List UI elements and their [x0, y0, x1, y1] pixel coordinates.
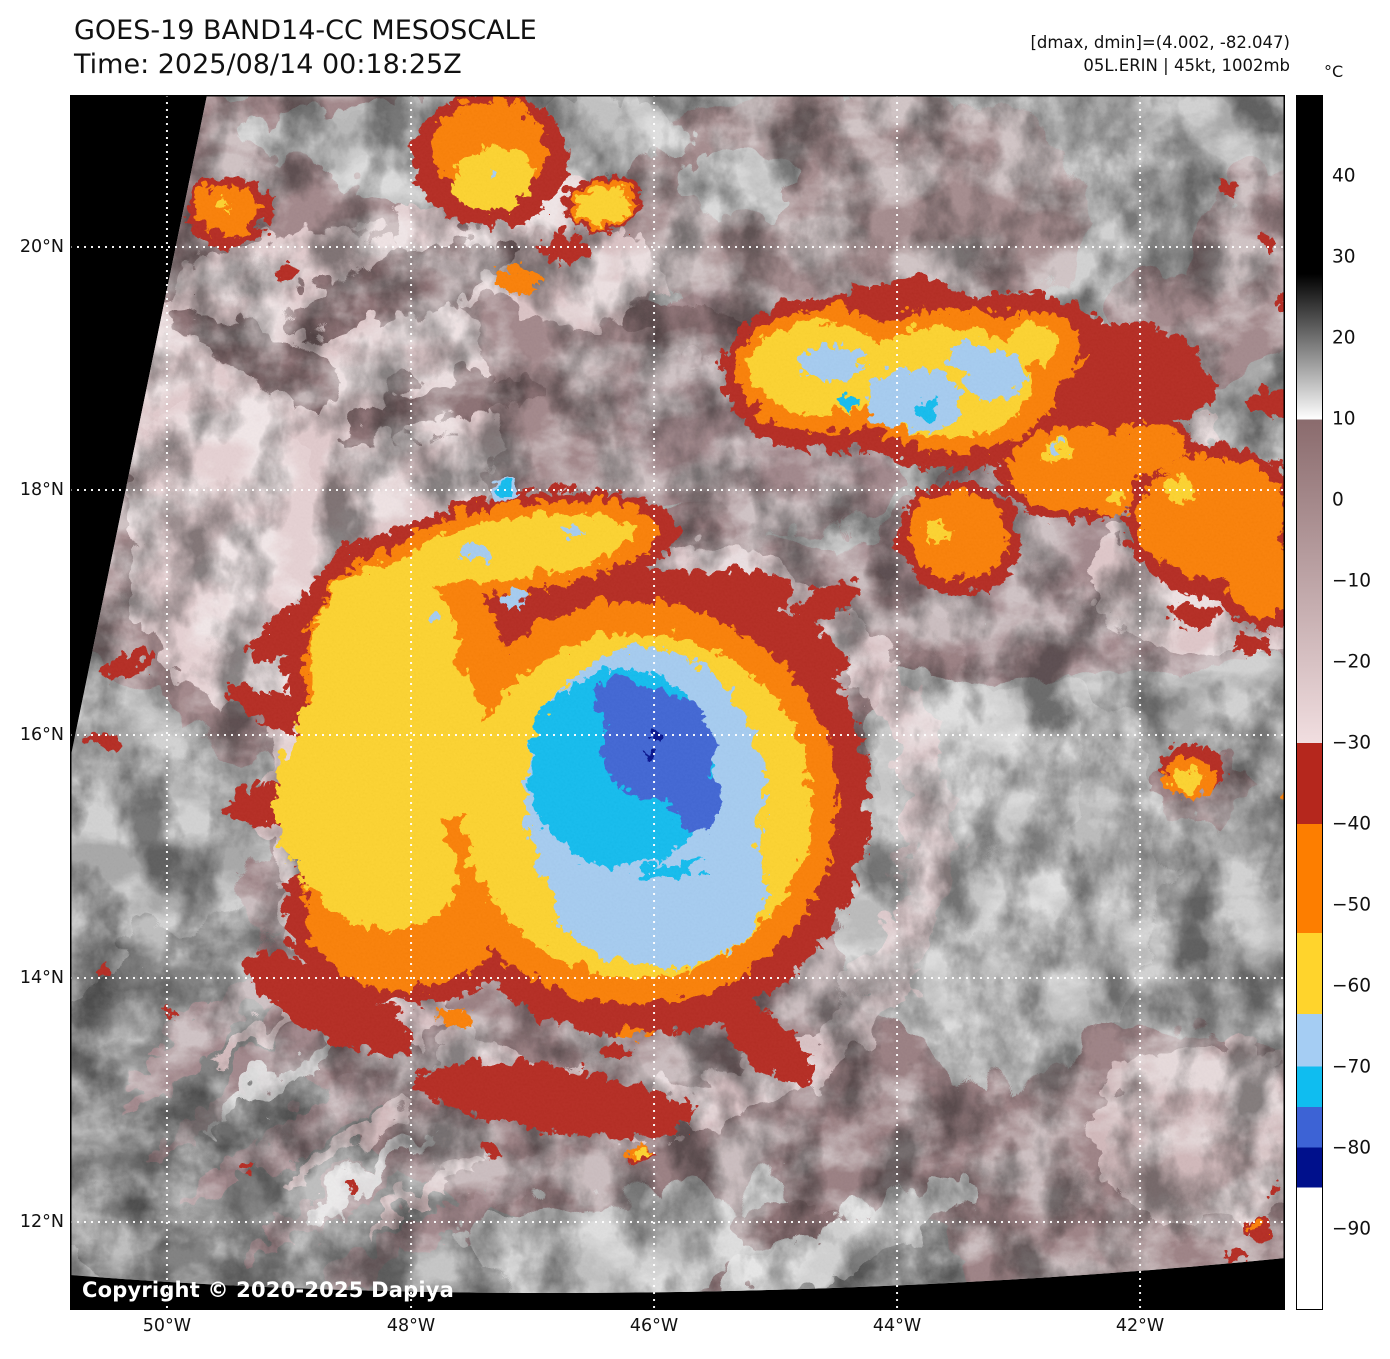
longitude-tick-label: 42°W: [1115, 1316, 1165, 1336]
storm-info-label: 05L.ERIN | 45kt, 1002mb: [1083, 56, 1290, 75]
colorbar-unit-label: °C: [1324, 62, 1344, 81]
colorbar-tick-label: −70: [1332, 1056, 1372, 1078]
longitude-tick-label: 48°W: [386, 1316, 436, 1336]
latitude-tick-label: 14°N: [19, 967, 64, 988]
colorbar-tick-label: −50: [1332, 894, 1372, 916]
colorbar-tick-label: −10: [1332, 570, 1372, 592]
colorbar-tick-label: 30: [1332, 246, 1356, 268]
satellite-map-panel: Copyright © 2020-2025 Dapiya: [70, 95, 1285, 1310]
map-border: [70, 95, 1285, 1310]
colorbar-tick-label: −90: [1332, 1218, 1372, 1240]
colorbar-tick-label: 10: [1332, 408, 1356, 430]
copyright-label: Copyright © 2020-2025 Dapiya: [82, 1278, 454, 1302]
colorbar-tick-label: −30: [1332, 732, 1372, 754]
colorbar-tick-label: 20: [1332, 327, 1356, 349]
colorbar-tick-label: 40: [1332, 165, 1356, 187]
longitude-tick-label: 44°W: [872, 1316, 922, 1336]
longitude-tick-label: 46°W: [629, 1316, 679, 1336]
colorbar-tick-label: −20: [1332, 651, 1372, 673]
latitude-tick-label: 18°N: [19, 479, 64, 500]
colorbar-tick-label: 0: [1332, 489, 1344, 511]
annotation-block: [dmax, dmin]=(4.002, -82.047) 05L.ERIN |…: [1031, 31, 1291, 77]
latitude-tick-label: 12°N: [19, 1212, 64, 1233]
dmax-dmin-label: [dmax, dmin]=(4.002, -82.047): [1030, 33, 1291, 52]
satellite-swath: [70, 95, 1285, 1294]
timestamp-label: Time: 2025/08/14 00:18:25Z: [74, 49, 462, 80]
latitude-tick-label: 20°N: [19, 236, 64, 257]
satellite-image: [70, 95, 1285, 1310]
colorbar-tick-label: −80: [1332, 1137, 1372, 1159]
page-title: GOES-19 BAND14-CC MESOSCALE: [74, 15, 537, 46]
longitude-tick-label: 50°W: [142, 1316, 192, 1336]
colorbar: [1296, 95, 1323, 1310]
colorbar-tick-label: −40: [1332, 813, 1372, 835]
colorbar-tick-label: −60: [1332, 975, 1372, 997]
title-block: GOES-19 BAND14-CC MESOSCALE Time: 2025/0…: [74, 14, 537, 82]
latitude-tick-label: 16°N: [19, 724, 64, 745]
